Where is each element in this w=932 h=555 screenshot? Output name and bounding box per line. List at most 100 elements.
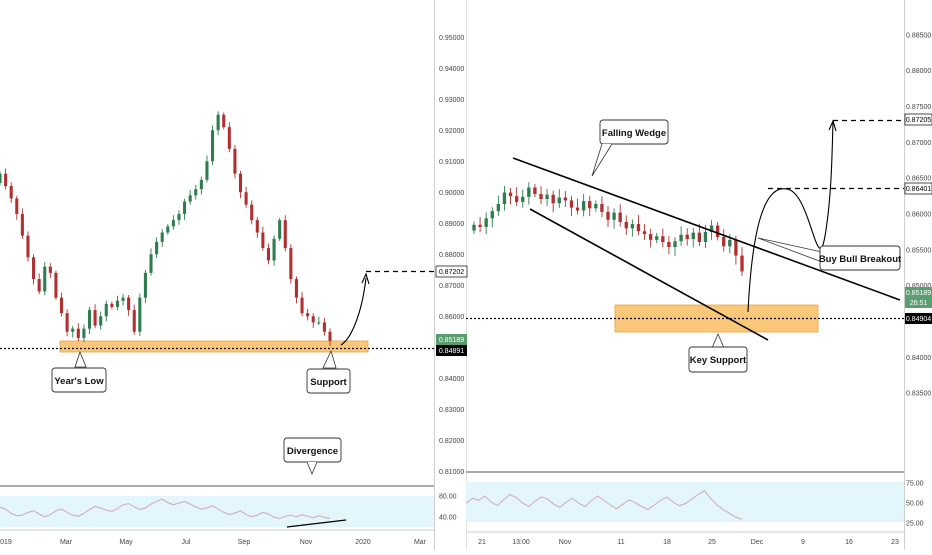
candle-body — [76, 328, 80, 338]
candle-body — [484, 218, 488, 227]
candle-body — [581, 201, 586, 211]
candle-body — [82, 328, 86, 338]
candle-body — [630, 224, 635, 229]
candle-body — [278, 220, 282, 239]
candle-body — [266, 248, 271, 261]
candle-body — [99, 316, 103, 326]
price-tick-label: 0.87000 — [906, 140, 931, 147]
candle-body — [667, 241, 671, 248]
candle-body — [490, 211, 494, 219]
candle-body — [600, 204, 604, 212]
right-target-price: 0.87205 — [906, 117, 931, 124]
price-tick-label: 0.86000 — [439, 314, 464, 321]
support-callout: Support — [306, 349, 351, 394]
candle-body — [222, 114, 226, 128]
right-resistance-price-tag: 0.86401 — [904, 182, 932, 195]
candle-body — [71, 328, 75, 332]
right-current-price: 0.85189 — [906, 290, 931, 297]
candle-body — [155, 241, 159, 255]
time-tick-label: Mar — [414, 539, 427, 546]
candle-body — [199, 179, 203, 190]
candle-body — [594, 204, 598, 209]
key-support-callout: Key Support — [688, 332, 748, 373]
right-resistance-price: 0.86401 — [906, 186, 931, 193]
candle-body — [709, 225, 714, 232]
left-target-price-tag: 0.87202 — [435, 265, 468, 278]
candle-body — [15, 198, 19, 214]
candle-body — [728, 239, 732, 247]
rsi-divergence-line — [286, 519, 347, 528]
candle-body — [655, 236, 659, 240]
right-arrow-head — [828, 119, 837, 132]
candle-body — [569, 200, 574, 208]
right-current-price-tag: 0.85189 26:51 — [905, 287, 932, 308]
candle-body — [648, 234, 653, 240]
price-tick-label: 0.89000 — [439, 221, 464, 228]
candle-body — [697, 232, 702, 242]
rsi-tick-label: 50.00 — [906, 501, 924, 508]
price-tick-label: 0.87500 — [906, 104, 931, 111]
price-tick-label: 0.83000 — [439, 407, 464, 414]
candle-body — [311, 316, 315, 323]
candle-body — [588, 201, 592, 209]
left-rsi-band — [0, 496, 434, 527]
time-tick-label: 18 — [663, 539, 671, 546]
falling-wedge-callout: Falling Wedge — [591, 119, 669, 177]
divergence-callout: Divergence — [283, 437, 342, 476]
price-tick-label: 0.88000 — [439, 252, 464, 259]
candle-body — [4, 173, 8, 187]
time-tick-label: 23 — [891, 539, 899, 546]
right-candle-timer: 26:51 — [910, 300, 928, 307]
candle-body — [703, 231, 708, 242]
candle-body — [272, 238, 276, 261]
buy-bull-breakout-label: Buy Bull Breakout — [819, 254, 902, 265]
candle-body — [527, 187, 531, 197]
price-tick-label: 0.86500 — [906, 176, 931, 183]
candle-body — [261, 232, 265, 249]
candle-body — [138, 297, 142, 332]
years-low-callout: Year's Low — [51, 350, 107, 393]
candle-body — [188, 195, 192, 202]
price-tick-label: 0.85500 — [906, 247, 931, 254]
price-tick-label: 0.95000 — [439, 35, 464, 42]
candle-body — [121, 297, 125, 301]
time-tick-label: Sep — [238, 539, 251, 546]
time-tick-label: Dec — [751, 539, 764, 546]
candle-body — [149, 254, 153, 273]
divergence-label: Divergence — [287, 446, 338, 457]
candle-body — [227, 127, 231, 149]
candle-body — [322, 322, 326, 332]
price-tick-label: 0.92000 — [439, 128, 464, 135]
candle-body — [624, 221, 628, 229]
price-tick-label: 0.86000 — [906, 212, 931, 219]
price-tick-label: 0.81000 — [439, 469, 464, 476]
candle-body — [300, 297, 304, 314]
candle-body — [575, 207, 580, 211]
falling-wedge-label: Falling Wedge — [602, 128, 666, 139]
candle-body — [48, 266, 52, 273]
candle-body — [618, 212, 622, 222]
candle-body — [54, 272, 58, 298]
candle-body — [177, 213, 181, 221]
candle-body — [250, 204, 254, 221]
candle-body — [244, 192, 248, 205]
candle-body — [255, 220, 259, 233]
candle-body — [183, 201, 187, 214]
left-projection-arrow — [340, 277, 367, 346]
price-tick-label: 0.83500 — [906, 391, 931, 398]
left-arrow-head — [361, 272, 370, 285]
candle-body — [636, 224, 641, 232]
candle-body — [115, 300, 119, 307]
candle-body — [59, 297, 64, 314]
candle-body — [110, 303, 114, 307]
candle-body — [87, 310, 92, 329]
rsi-tick-label: 40.00 — [439, 515, 457, 522]
candle-body — [0, 173, 2, 183]
left-target-price: 0.87202 — [439, 269, 464, 276]
price-tick-label: 0.82000 — [439, 438, 464, 445]
rsi-tick-label: 80.00 — [439, 494, 457, 501]
rsi-tick-label: 75.00 — [906, 481, 924, 488]
candle-body — [238, 173, 243, 193]
candle-body — [216, 114, 220, 131]
